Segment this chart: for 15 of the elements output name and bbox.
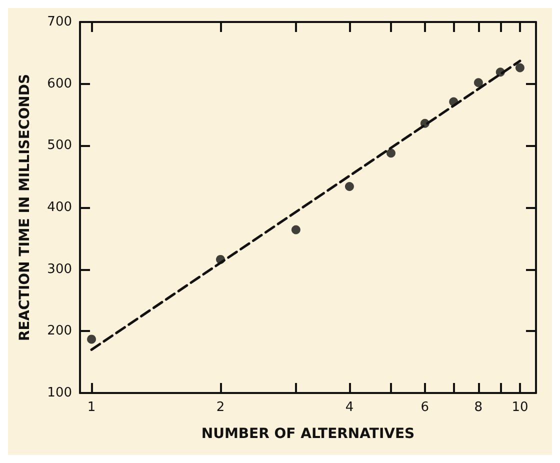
x-tick-label: 2 — [216, 400, 225, 415]
y-axis-title: REACTION TIME IN MILLISECONDS — [17, 74, 33, 342]
x-tick-label: 1 — [87, 400, 96, 415]
y-tick-label: 600 — [47, 76, 72, 92]
x-tick-label: 10 — [512, 400, 528, 415]
y-tick-label: 400 — [47, 200, 72, 215]
x-tick-label: 8 — [474, 400, 483, 415]
y-tick-label: 500 — [47, 138, 72, 154]
y-tick-label: 300 — [47, 262, 72, 277]
y-tick-label: 700 — [47, 14, 72, 30]
y-tick-label: 200 — [47, 324, 72, 339]
x-tick-label: 6 — [420, 400, 430, 415]
x-axis-title: NUMBER OF ALTERNATIVES — [201, 426, 415, 442]
y-tick-label: 100 — [47, 386, 72, 400]
x-tick-label: 4 — [345, 400, 354, 415]
